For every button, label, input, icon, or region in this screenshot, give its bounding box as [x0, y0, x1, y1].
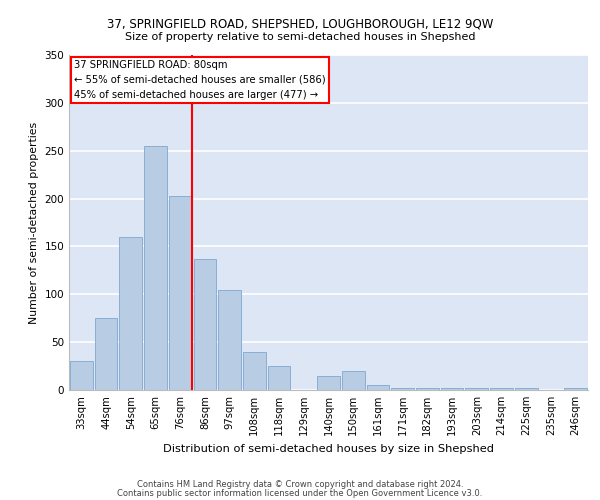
Text: Contains public sector information licensed under the Open Government Licence v3: Contains public sector information licen… — [118, 488, 482, 498]
Y-axis label: Number of semi-detached properties: Number of semi-detached properties — [29, 122, 39, 324]
Text: Contains HM Land Registry data © Crown copyright and database right 2024.: Contains HM Land Registry data © Crown c… — [137, 480, 463, 489]
Bar — [515, 388, 538, 390]
Bar — [119, 237, 142, 390]
Bar — [441, 388, 463, 390]
Bar — [169, 196, 191, 390]
Bar — [194, 259, 216, 390]
Bar — [268, 366, 290, 390]
Text: 37, SPRINGFIELD ROAD, SHEPSHED, LOUGHBOROUGH, LE12 9QW: 37, SPRINGFIELD ROAD, SHEPSHED, LOUGHBOR… — [107, 18, 493, 30]
X-axis label: Distribution of semi-detached houses by size in Shepshed: Distribution of semi-detached houses by … — [163, 444, 494, 454]
Bar — [490, 388, 513, 390]
Text: Size of property relative to semi-detached houses in Shepshed: Size of property relative to semi-detach… — [125, 32, 475, 42]
Bar — [218, 290, 241, 390]
Bar — [416, 388, 439, 390]
Bar — [317, 376, 340, 390]
Bar — [391, 388, 414, 390]
Bar — [243, 352, 266, 390]
Bar — [564, 388, 587, 390]
Bar — [466, 388, 488, 390]
Bar — [144, 146, 167, 390]
Bar — [95, 318, 118, 390]
Text: 37 SPRINGFIELD ROAD: 80sqm
← 55% of semi-detached houses are smaller (586)
45% o: 37 SPRINGFIELD ROAD: 80sqm ← 55% of semi… — [74, 60, 326, 100]
Bar — [342, 371, 365, 390]
Bar — [367, 385, 389, 390]
Bar — [70, 362, 93, 390]
